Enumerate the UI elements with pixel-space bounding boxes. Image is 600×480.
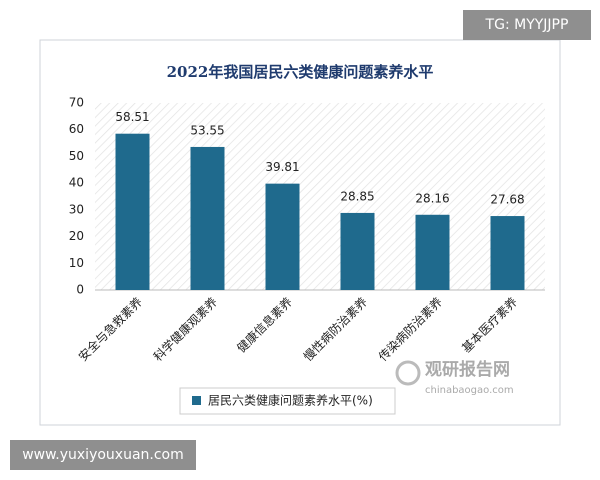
watermark-box [463, 10, 591, 40]
y-tick-label: 10 [69, 256, 84, 270]
bar [490, 216, 525, 290]
y-tick-label: 70 [69, 96, 84, 110]
legend-swatch [192, 396, 201, 405]
bar [190, 146, 225, 290]
logo-text: 观研报告网 [424, 359, 510, 380]
y-tick-label: 20 [69, 229, 84, 243]
watermark-text: www.yuxiyouxuan.com [22, 447, 184, 463]
bar [415, 214, 450, 290]
value-label: 53.55 [190, 123, 224, 137]
y-tick-label: 50 [69, 149, 84, 163]
bar [340, 212, 375, 290]
y-tick-label: 30 [69, 202, 84, 216]
y-tick-label: 0 [76, 283, 84, 297]
legend-label: 居民六类健康问题素养水平(%) [208, 393, 373, 408]
plot-area [95, 103, 545, 290]
legend-box [179, 387, 396, 415]
y-tick-label: 60 [69, 122, 84, 136]
watermark-text: TG: MYYJJPP [485, 17, 569, 33]
watermark-box [10, 440, 196, 470]
value-label: 28.85 [340, 189, 374, 203]
logo-url: chinabaogao.com [425, 385, 514, 396]
logo-icon [395, 360, 421, 386]
bar [265, 183, 300, 290]
chart-title: 2022年我国居民六类健康问题素养水平 [167, 63, 434, 81]
value-label: 27.68 [490, 193, 524, 207]
bar [115, 133, 150, 290]
value-label: 39.81 [265, 160, 299, 174]
value-label: 28.16 [415, 191, 449, 205]
y-tick-label: 40 [69, 176, 84, 190]
value-label: 58.51 [115, 110, 149, 124]
